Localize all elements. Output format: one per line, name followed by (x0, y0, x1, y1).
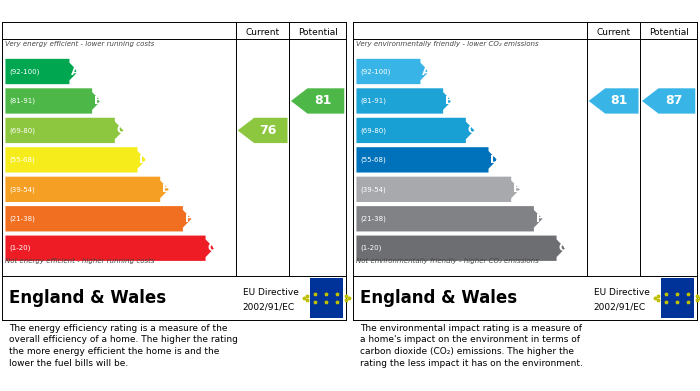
Text: Environmental Impact (CO₂) Rating: Environmental Impact (CO₂) Rating (358, 5, 620, 18)
Text: G: G (207, 243, 216, 253)
Polygon shape (6, 206, 192, 231)
Polygon shape (642, 88, 695, 114)
Text: B: B (94, 96, 102, 106)
Polygon shape (237, 118, 288, 143)
Text: E: E (513, 184, 521, 194)
Text: (55-68): (55-68) (9, 157, 34, 163)
Text: Potential: Potential (298, 28, 337, 37)
Text: B: B (445, 96, 454, 106)
Polygon shape (6, 59, 78, 84)
Bar (310, 278, 342, 318)
Polygon shape (356, 235, 565, 261)
Polygon shape (356, 118, 475, 143)
Text: England & Wales: England & Wales (360, 289, 517, 307)
Text: G: G (558, 243, 567, 253)
Text: (69-80): (69-80) (9, 127, 35, 134)
Text: (1-20): (1-20) (360, 245, 382, 251)
Text: A: A (422, 66, 430, 77)
Text: D: D (490, 155, 499, 165)
Text: C: C (468, 126, 476, 135)
Text: 2002/91/EC: 2002/91/EC (243, 302, 295, 311)
Text: Current: Current (246, 28, 279, 37)
Text: 87: 87 (665, 95, 682, 108)
Text: (55-68): (55-68) (360, 157, 386, 163)
Polygon shape (6, 147, 146, 172)
Text: 76: 76 (259, 124, 276, 137)
Polygon shape (291, 88, 344, 114)
Text: (21-38): (21-38) (9, 215, 35, 222)
Polygon shape (356, 59, 429, 84)
Text: (39-54): (39-54) (360, 186, 386, 193)
Text: 81: 81 (314, 95, 331, 108)
Polygon shape (6, 118, 123, 143)
Polygon shape (356, 206, 542, 231)
Text: C: C (117, 126, 125, 135)
Text: (92-100): (92-100) (9, 68, 39, 75)
Bar (661, 278, 694, 318)
Polygon shape (589, 88, 638, 114)
Text: Not environmentally friendly - higher CO₂ emissions: Not environmentally friendly - higher CO… (356, 258, 539, 264)
Text: The environmental impact rating is a measure of
a home's impact on the environme: The environmental impact rating is a mea… (360, 323, 583, 368)
Text: The energy efficiency rating is a measure of the
overall efficiency of a home. T: The energy efficiency rating is a measur… (9, 323, 238, 368)
Text: (69-80): (69-80) (360, 127, 386, 134)
Text: (81-91): (81-91) (360, 98, 386, 104)
Text: Very energy efficient - lower running costs: Very energy efficient - lower running co… (6, 41, 155, 47)
Text: (92-100): (92-100) (360, 68, 391, 75)
Text: Energy Efficiency Rating: Energy Efficiency Rating (7, 5, 190, 18)
Text: 81: 81 (610, 95, 627, 108)
Polygon shape (356, 88, 452, 114)
Text: 2002/91/EC: 2002/91/EC (594, 302, 646, 311)
Text: (39-54): (39-54) (9, 186, 34, 193)
Text: F: F (536, 214, 544, 224)
Text: Not energy efficient - higher running costs: Not energy efficient - higher running co… (6, 258, 155, 264)
Text: E: E (162, 184, 170, 194)
Text: EU Directive: EU Directive (594, 288, 650, 297)
Text: Current: Current (596, 28, 631, 37)
Polygon shape (356, 177, 520, 202)
Text: (21-38): (21-38) (360, 215, 386, 222)
Text: D: D (139, 155, 148, 165)
Text: Potential: Potential (649, 28, 689, 37)
Polygon shape (6, 177, 169, 202)
Polygon shape (6, 88, 101, 114)
Text: F: F (186, 214, 192, 224)
Polygon shape (6, 235, 214, 261)
Text: (81-91): (81-91) (9, 98, 35, 104)
Text: Very environmentally friendly - lower CO₂ emissions: Very environmentally friendly - lower CO… (356, 41, 539, 47)
Polygon shape (356, 147, 497, 172)
Text: A: A (71, 66, 80, 77)
Text: (1-20): (1-20) (9, 245, 30, 251)
Text: EU Directive: EU Directive (243, 288, 299, 297)
Text: England & Wales: England & Wales (9, 289, 166, 307)
